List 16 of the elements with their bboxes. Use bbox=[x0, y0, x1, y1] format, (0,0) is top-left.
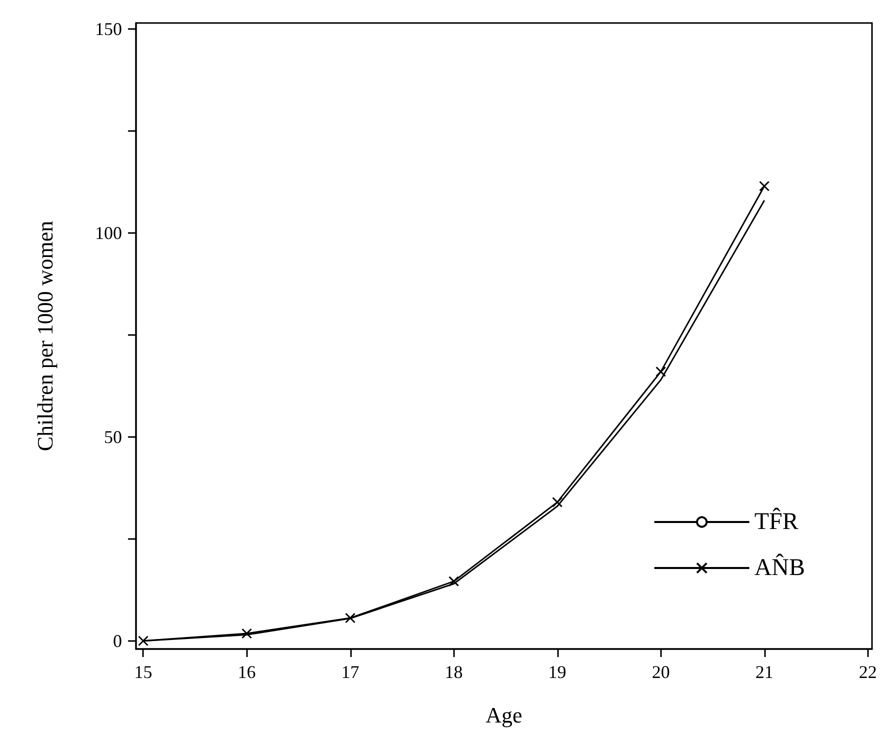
x-tick-label: 15 bbox=[134, 662, 152, 682]
legend-label: TF̂R bbox=[754, 507, 798, 535]
x-tick-label: 17 bbox=[341, 662, 360, 682]
x-tick-label: 18 bbox=[444, 662, 463, 682]
x-tick-label: 16 bbox=[238, 662, 256, 682]
legend-label: AN̂B bbox=[754, 553, 805, 581]
y-tick-label: 50 bbox=[104, 426, 122, 447]
y-axis-title: Children per 1000 women bbox=[32, 220, 58, 452]
x-tick-label: 20 bbox=[652, 662, 670, 682]
x-tick-label: 21 bbox=[755, 662, 774, 682]
x-tick-label: 22 bbox=[858, 662, 877, 682]
x-tick-label: 19 bbox=[548, 662, 566, 682]
x-axis-title: Age bbox=[486, 702, 522, 728]
y-tick-label: 0 bbox=[113, 630, 122, 651]
y-tick-label: 150 bbox=[95, 19, 122, 40]
y-tick-label: 100 bbox=[95, 223, 122, 244]
